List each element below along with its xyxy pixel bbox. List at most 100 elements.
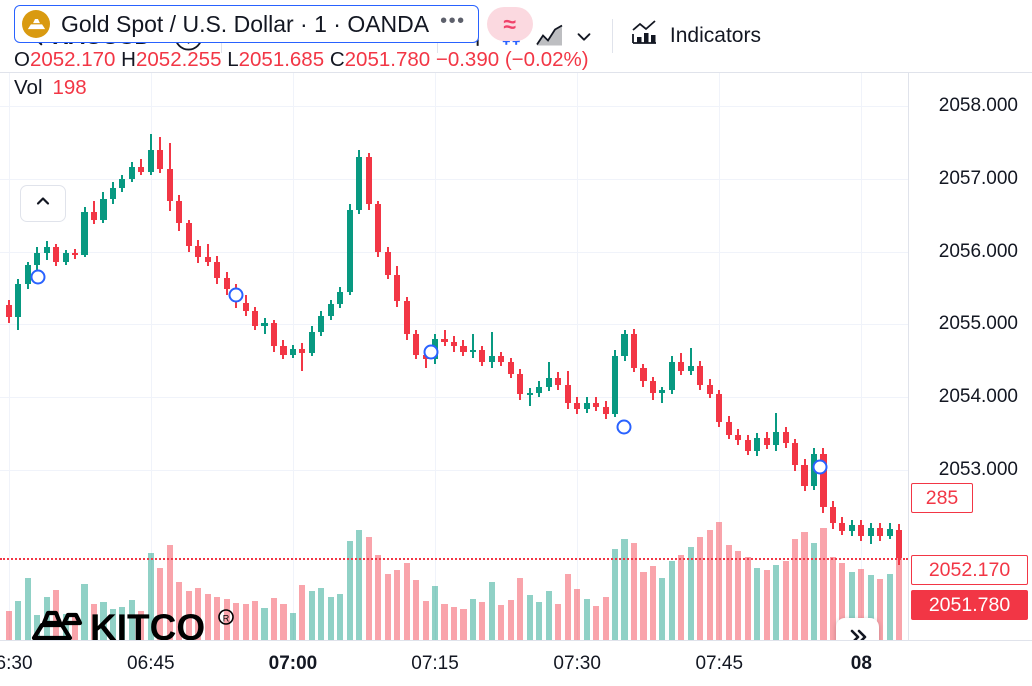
- legend-title: Gold Spot / U.S. Dollar · 1 · OANDA: [61, 10, 430, 37]
- chart-canvas[interactable]: KITCO R: [0, 73, 908, 640]
- candlestick: [15, 73, 22, 640]
- volume-bar: [128, 600, 135, 640]
- volume-bar: [612, 548, 619, 640]
- candle-body: [763, 437, 770, 445]
- volume-label: Vol: [14, 76, 43, 99]
- low-value: 2051.685: [238, 48, 325, 71]
- candle-body: [34, 253, 41, 265]
- indicators-label: Indicators: [669, 24, 761, 47]
- candlestick: [792, 73, 799, 640]
- gridline-horizontal: [0, 179, 908, 181]
- time-tick-label: 07:00: [268, 653, 318, 674]
- candle-wick: [547, 362, 550, 392]
- candlestick: [34, 73, 41, 640]
- candlestick: [384, 73, 391, 640]
- gridline-horizontal: [0, 469, 908, 471]
- volume-bar: [716, 522, 723, 640]
- candle-body: [109, 187, 116, 200]
- candle-wick: [140, 158, 143, 175]
- price-tick-label: 2054.000: [938, 385, 1018, 407]
- time-tick-label: 07:15: [411, 653, 459, 674]
- time-tick-label: 08: [850, 653, 872, 674]
- candlestick: [545, 73, 552, 640]
- signal-marker[interactable]: [423, 344, 439, 360]
- collapse-pane-button[interactable]: [20, 185, 66, 222]
- candlestick: [233, 73, 240, 640]
- candle-body: [280, 346, 287, 355]
- more-options-icon[interactable]: •••: [440, 9, 466, 32]
- symbol-legend-pill[interactable]: Gold Spot / U.S. Dollar · 1 · OANDA •••: [14, 5, 479, 43]
- indicators-button[interactable]: Indicators: [630, 20, 761, 52]
- candlestick: [668, 73, 675, 640]
- candlestick: [621, 73, 628, 640]
- volume-bar: [289, 612, 296, 640]
- volume-bar: [810, 542, 818, 640]
- gridline-horizontal: [0, 251, 908, 253]
- candle-body: [242, 302, 249, 312]
- candlestick: [829, 73, 836, 640]
- signal-marker[interactable]: [228, 287, 244, 303]
- candlestick: [157, 73, 164, 640]
- price-axis[interactable]: 2058.000 2057.000 2056.000 2055.000 2054.000…: [908, 73, 1032, 640]
- volume-bar: [574, 588, 581, 640]
- candlestick: [593, 73, 600, 640]
- candlestick: [119, 73, 126, 640]
- last-price-tag[interactable]: 2051.780: [911, 590, 1028, 620]
- candlestick: [100, 73, 107, 640]
- volume-bar: [15, 600, 22, 640]
- volume-bar: [460, 608, 467, 640]
- candlestick: [507, 73, 514, 640]
- gridline-horizontal: [0, 324, 908, 326]
- candle-body: [252, 311, 259, 326]
- volume-bar: [630, 542, 638, 640]
- signal-marker[interactable]: [812, 459, 828, 475]
- volume-bar: [735, 550, 742, 640]
- candle-body: [394, 274, 401, 302]
- volume-bar: [867, 574, 874, 640]
- volume-bar: [507, 600, 514, 640]
- candle-body: [318, 315, 325, 332]
- status-badge[interactable]: ≈: [486, 7, 533, 41]
- volume-bar: [621, 538, 628, 640]
- signal-marker[interactable]: [30, 269, 46, 285]
- style-chevron-down-icon[interactable]: [569, 25, 595, 47]
- candle-body: [621, 334, 628, 357]
- area-chart-style-icon[interactable]: [531, 17, 569, 55]
- candlestick: [583, 73, 590, 640]
- candlestick: [867, 73, 874, 640]
- volume-bar: [384, 573, 391, 640]
- candle-wick: [424, 350, 427, 368]
- volume-bar: [109, 608, 116, 640]
- candle-wick: [661, 386, 664, 403]
- candlestick: [602, 73, 609, 640]
- candlestick: [564, 73, 571, 640]
- volume-bar: [792, 538, 799, 640]
- candlestick: [24, 73, 31, 640]
- candle-body: [337, 292, 344, 304]
- volume-bar: [886, 573, 893, 640]
- candlestick: [441, 73, 448, 640]
- volume-bar: [365, 537, 372, 640]
- candle-body: [697, 366, 704, 386]
- price-tick-label: 2055.000: [938, 313, 1018, 335]
- candlestick: [630, 73, 638, 640]
- low-key: L: [227, 48, 239, 71]
- open-price-tag[interactable]: 2052.170: [911, 555, 1028, 585]
- volume-bar: [157, 567, 164, 640]
- kitco-watermark: KITCO R: [28, 604, 243, 640]
- volume-bar: [432, 586, 439, 640]
- volume-bar: [450, 606, 458, 640]
- scroll-to-realtime-button[interactable]: [836, 618, 879, 640]
- volume-bar: [422, 600, 429, 640]
- candlestick: [839, 73, 846, 640]
- volume-bar: [138, 611, 145, 640]
- candle-body: [176, 200, 183, 223]
- volume-bar: [763, 570, 770, 640]
- volume-bar: [147, 553, 154, 640]
- candle-body: [488, 356, 495, 363]
- signal-marker[interactable]: [616, 419, 632, 435]
- volume-bar: [801, 532, 808, 640]
- volume-tag[interactable]: 285: [911, 483, 973, 513]
